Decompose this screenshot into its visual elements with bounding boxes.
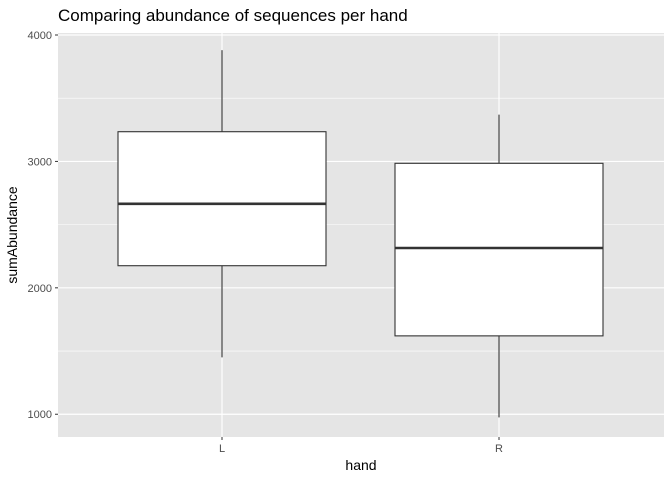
- y-axis-title: sumAbundance: [4, 186, 20, 284]
- box-l: [117, 50, 327, 358]
- box-body: [394, 162, 604, 337]
- y-tick-label: 4000: [28, 30, 52, 42]
- y-tick-label: 3000: [28, 156, 52, 168]
- chart-title: Comparing abundance of sequences per han…: [58, 6, 408, 25]
- x-axis-title: hand: [345, 457, 376, 473]
- x-tick-label: L: [219, 443, 225, 455]
- boxplot-series: [117, 50, 604, 418]
- x-tick-label: R: [495, 443, 503, 455]
- box-body: [117, 131, 327, 267]
- box-r: [394, 114, 604, 418]
- y-axis: 1000 2000 3000 4000: [28, 30, 58, 421]
- y-tick-label: 1000: [28, 409, 52, 421]
- y-tick-label: 2000: [28, 283, 52, 295]
